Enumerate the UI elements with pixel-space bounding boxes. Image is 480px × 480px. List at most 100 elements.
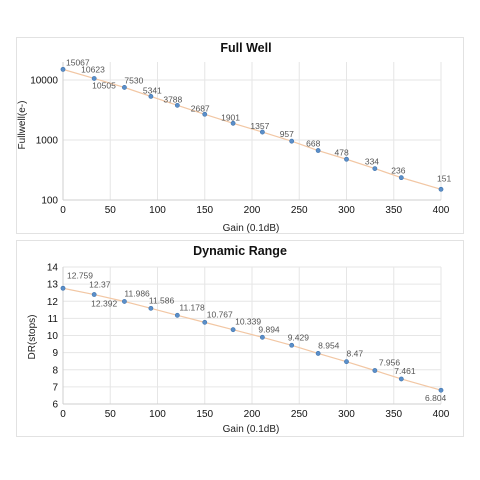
data-point xyxy=(122,85,127,90)
x-tick-label: 50 xyxy=(105,409,117,420)
data-label: 10623 xyxy=(81,64,105,74)
data-label: 478 xyxy=(335,147,349,157)
data-point xyxy=(60,66,66,72)
y-tick-label: 6 xyxy=(52,400,58,411)
data-label: 7.956 xyxy=(379,358,401,368)
data-label: 334 xyxy=(365,157,379,167)
data-point xyxy=(315,148,321,153)
data-point xyxy=(148,305,154,311)
data-label: 236 xyxy=(391,166,405,176)
x-tick-label: 50 xyxy=(105,205,117,216)
x-tick-label: 0 xyxy=(60,205,66,216)
data-point xyxy=(202,319,208,325)
data-point xyxy=(315,351,321,356)
data-label: 10505 xyxy=(92,80,116,90)
data-point xyxy=(398,376,404,382)
data-point xyxy=(230,327,236,333)
data-point xyxy=(202,111,208,117)
data-point xyxy=(60,285,66,291)
series-line xyxy=(62,287,442,391)
data-point xyxy=(174,312,180,318)
data-label: 11.986 xyxy=(124,288,150,298)
y-tick-label: 14 xyxy=(47,263,59,274)
x-tick-label: 300 xyxy=(338,409,355,420)
data-label: 957 xyxy=(280,129,294,139)
data-label: 12.392 xyxy=(91,299,117,309)
x-tick-label: 400 xyxy=(433,409,450,420)
x-tick-label: 250 xyxy=(291,409,308,420)
data-point xyxy=(148,93,154,99)
y-tick-label: 11 xyxy=(48,314,59,325)
data-point xyxy=(398,175,404,181)
data-label: 11.586 xyxy=(149,295,175,305)
y-tick-label: 13 xyxy=(47,280,59,291)
x-tick-label: 150 xyxy=(196,205,213,216)
data-label: 11.178 xyxy=(179,302,205,312)
dynamic-range-x-axis-label: Gain (0.1dB) xyxy=(223,424,280,435)
data-label: 7.461 xyxy=(394,366,416,376)
data-point xyxy=(91,76,97,81)
x-tick-label: 300 xyxy=(338,205,355,216)
data-label: 8.47 xyxy=(347,349,364,359)
full-well-chart: Full Well Fullwell(e-) Gain (0.1dB) 0 50 1… xyxy=(17,41,451,234)
data-label: 10.767 xyxy=(207,309,233,319)
data-label: 3788 xyxy=(163,94,182,104)
x-tick-label: 350 xyxy=(385,205,402,216)
data-label: 9.894 xyxy=(258,324,280,334)
data-point xyxy=(230,120,236,126)
dynamic-range-title: Dynamic Range xyxy=(193,244,287,258)
y-tick-label: 7 xyxy=(52,382,58,393)
data-point xyxy=(289,138,295,144)
data-point xyxy=(122,299,127,304)
x-tick-label: 0 xyxy=(60,409,66,420)
x-tick-label: 250 xyxy=(291,205,308,216)
data-label: 10.339 xyxy=(235,317,261,327)
full-well-y-axis-label: Fullwell(e-) xyxy=(17,101,28,150)
data-label: 7530 xyxy=(124,75,143,85)
dynamic-range-y-axis-label: DR(stops) xyxy=(27,314,38,359)
data-point xyxy=(438,186,444,192)
data-point xyxy=(372,368,378,373)
y-tick-label: 10000 xyxy=(30,76,58,87)
x-tick-label: 400 xyxy=(433,205,450,216)
y-tick-label: 12 xyxy=(47,297,59,308)
data-point xyxy=(372,166,378,171)
data-point xyxy=(174,102,180,108)
data-point xyxy=(344,156,349,162)
y-tick-label: 1000 xyxy=(36,136,59,147)
x-tick-label: 200 xyxy=(244,205,261,216)
data-label: 2687 xyxy=(191,103,210,113)
full-well-title: Full Well xyxy=(220,41,271,55)
x-tick-label: 150 xyxy=(196,409,213,420)
data-label: 12.759 xyxy=(67,270,93,280)
data-label: 12.37 xyxy=(89,280,111,290)
y-tick-label: 100 xyxy=(41,196,58,207)
data-label: 1901 xyxy=(221,112,240,122)
full-well-x-axis-label: Gain (0.1dB) xyxy=(223,223,280,234)
data-label: 9.429 xyxy=(288,332,310,342)
x-tick-label: 100 xyxy=(149,409,166,420)
x-tick-label: 200 xyxy=(244,409,261,420)
data-point xyxy=(259,129,265,135)
data-point xyxy=(344,359,349,365)
y-tick-label: 8 xyxy=(52,365,58,376)
data-point xyxy=(438,387,444,393)
data-label: 1357 xyxy=(250,121,269,131)
data-point xyxy=(259,334,265,340)
data-label: 151 xyxy=(437,173,451,183)
data-label: 6.804 xyxy=(425,393,447,403)
data-label: 5341 xyxy=(143,85,162,95)
data-label: 668 xyxy=(306,139,320,149)
data-point xyxy=(289,342,295,348)
x-tick-label: 100 xyxy=(149,205,166,216)
series-line xyxy=(62,68,442,190)
dynamic-range-chart: Dynamic Range DR(stops) Gain (0.1dB) 0 50… xyxy=(27,244,450,435)
data-label: 15067 xyxy=(66,57,90,67)
data-label: 8.954 xyxy=(318,340,340,350)
full-well-chart-panel xyxy=(16,37,464,234)
x-tick-label: 350 xyxy=(385,409,402,420)
y-tick-label: 9 xyxy=(52,348,58,359)
data-point xyxy=(91,292,97,297)
y-tick-label: 10 xyxy=(47,331,59,342)
